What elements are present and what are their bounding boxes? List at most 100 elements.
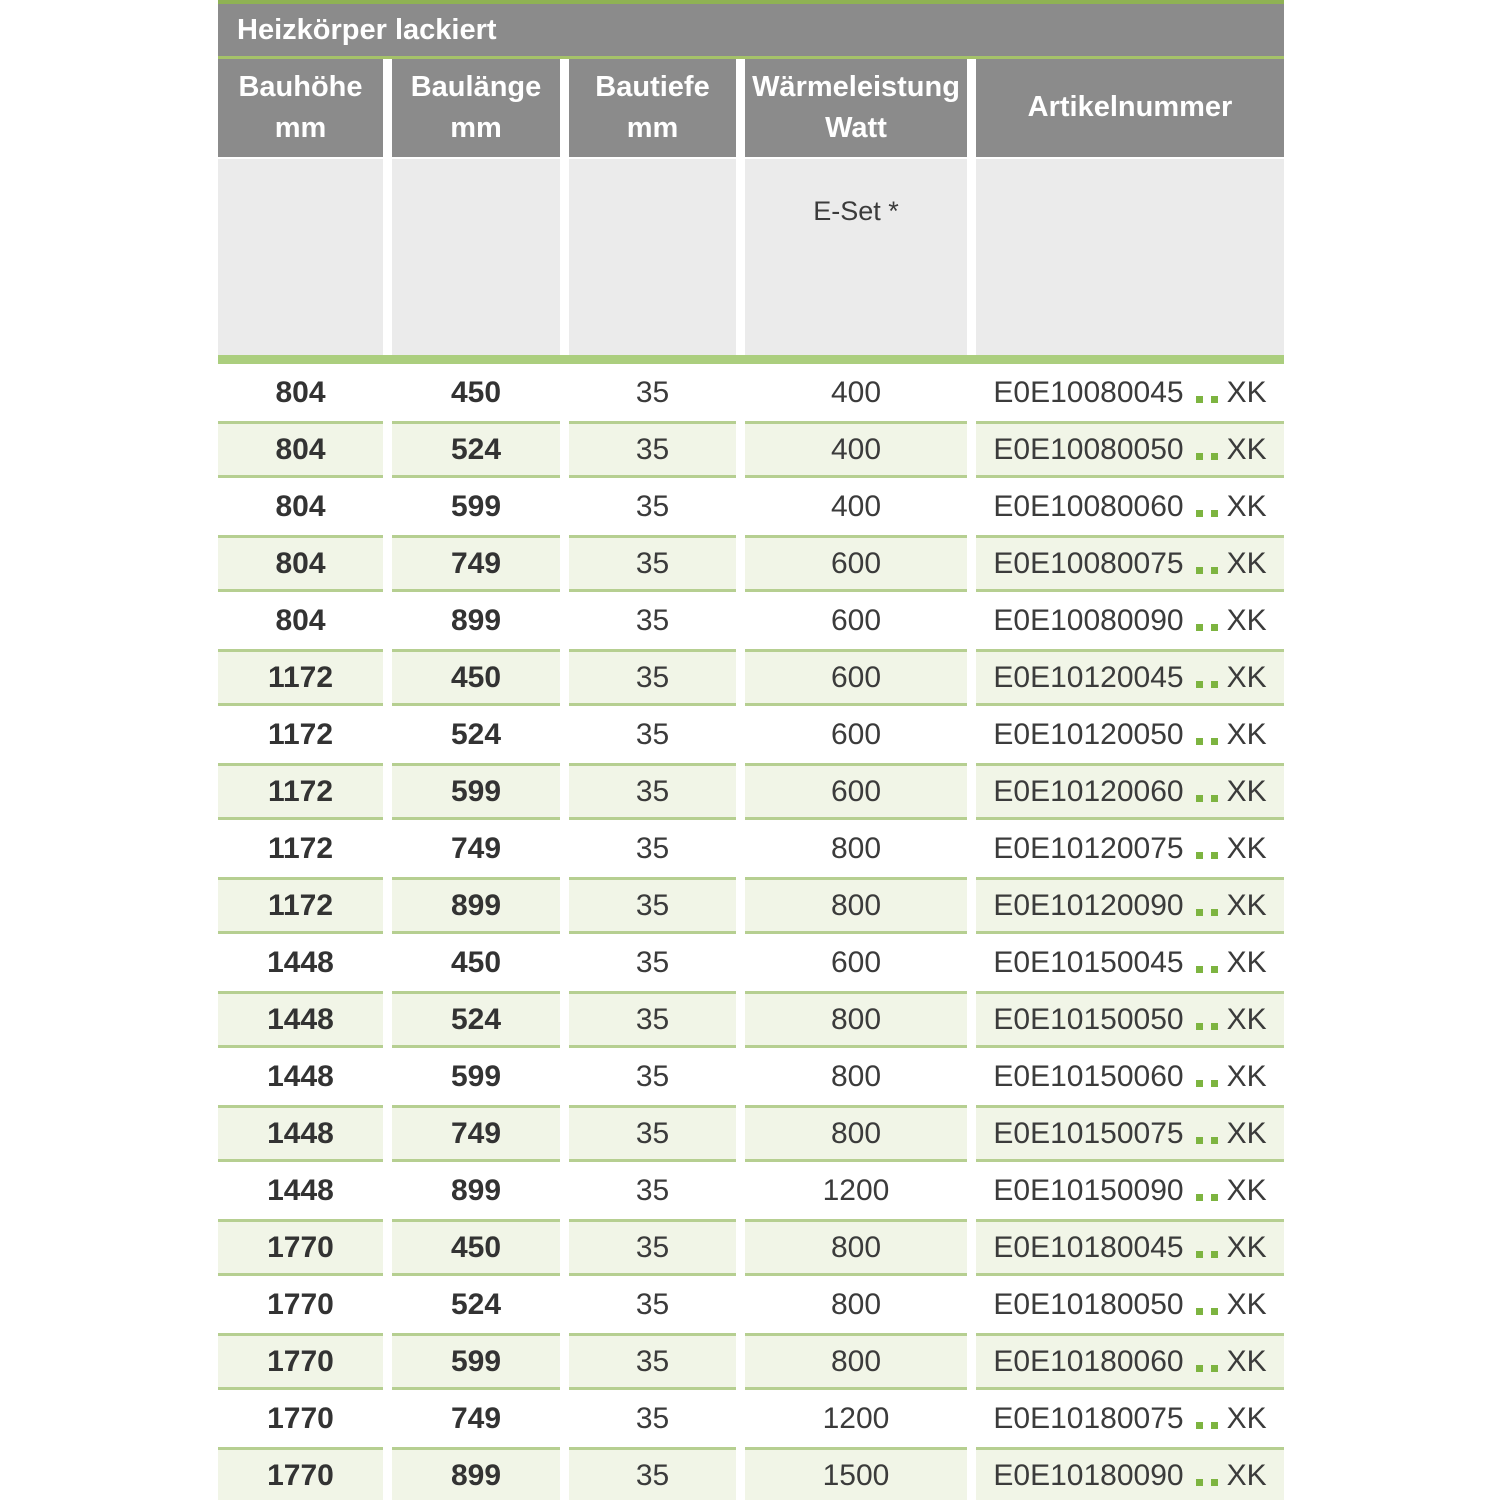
column-header-unit: mm xyxy=(450,112,502,144)
cell-waermeleistung: 800 xyxy=(745,1276,967,1333)
cell-bauhoehe: 1448 xyxy=(218,1048,383,1105)
table-row: 1448 450 35 600 E0E10150045 XK xyxy=(218,934,1284,991)
header-body-separator-bar xyxy=(218,355,1284,364)
cell-waermeleistung: 400 xyxy=(745,421,967,478)
cell-bauhoehe: 1172 xyxy=(218,706,383,763)
artikel-suffix: XK xyxy=(1226,1401,1267,1435)
placeholder-dot-icon xyxy=(1210,966,1218,973)
placeholder-dot-icon xyxy=(1210,795,1218,802)
cell-bautiefe: 35 xyxy=(569,1162,736,1219)
cell-bautiefe: 35 xyxy=(569,991,736,1048)
cell-artikelnummer: E0E10120090 XK xyxy=(976,877,1284,934)
cell-waermeleistung: 800 xyxy=(745,1333,967,1390)
cell-bautiefe: 35 xyxy=(569,763,736,820)
cell-bauhoehe: 1448 xyxy=(218,1162,383,1219)
column-header-label: Bautiefe xyxy=(595,70,710,103)
table-title: Heizkörper lackiert xyxy=(237,13,497,46)
artikel-suffix: XK xyxy=(1226,1002,1267,1036)
placeholder-dot-icon xyxy=(1210,567,1218,574)
cell-bauhoehe: 804 xyxy=(218,421,383,478)
cell-artikelnummer: E0E10120075 XK xyxy=(976,820,1284,877)
cell-baulaenge: 450 xyxy=(392,1219,560,1276)
artikel-prefix: E0E10120075 xyxy=(993,831,1184,865)
cell-artikelnummer: E0E10120045 XK xyxy=(976,649,1284,706)
table-row: 1770 899 35 1500 E0E10180090 XK xyxy=(218,1447,1284,1500)
cell-baulaenge: 599 xyxy=(392,763,560,820)
artikel-prefix: E0E10150090 xyxy=(993,1173,1184,1207)
cell-bautiefe: 35 xyxy=(569,1447,736,1500)
cell-bauhoehe: 1448 xyxy=(218,934,383,991)
table-row: 1448 899 35 1200 E0E10150090 XK xyxy=(218,1162,1284,1219)
artikel-prefix: E0E10180075 xyxy=(993,1401,1184,1435)
artikel-prefix: E0E10120050 xyxy=(993,717,1184,751)
placeholder-dot-icon xyxy=(1195,396,1203,403)
artikel-prefix: E0E10120060 xyxy=(993,774,1184,808)
artikel-suffix: XK xyxy=(1226,888,1267,922)
column-header-2: Baulänge mm xyxy=(392,59,560,157)
placeholder-dot-icon xyxy=(1210,1137,1218,1144)
table-row: 804 450 35 400 E0E10080045 XK xyxy=(218,364,1284,421)
artikel-prefix: E0E10180090 xyxy=(993,1458,1184,1492)
artikel-prefix: E0E10080050 xyxy=(993,432,1184,466)
cell-artikelnummer: E0E10150050 XK xyxy=(976,991,1284,1048)
artikel-prefix: E0E10080090 xyxy=(993,603,1184,637)
cell-artikelnummer: E0E10180060 XK xyxy=(976,1333,1284,1390)
table-row: 1770 524 35 800 E0E10180050 XK xyxy=(218,1276,1284,1333)
placeholder-dot-icon xyxy=(1210,1080,1218,1087)
column-header-label: Wärmeleistung xyxy=(752,70,960,103)
placeholder-dot-icon xyxy=(1210,738,1218,745)
table-top-border xyxy=(218,0,1284,4)
cell-bautiefe: 35 xyxy=(569,934,736,991)
cell-baulaenge: 524 xyxy=(392,421,560,478)
cell-bauhoehe: 1770 xyxy=(218,1276,383,1333)
placeholder-dot-icon xyxy=(1210,396,1218,403)
placeholder-dot-icon xyxy=(1210,1479,1218,1486)
cell-bauhoehe: 1770 xyxy=(218,1333,383,1390)
placeholder-dot-icon xyxy=(1210,681,1218,688)
cell-bautiefe: 35 xyxy=(569,1390,736,1447)
cell-waermeleistung: 600 xyxy=(745,592,967,649)
cell-waermeleistung: 600 xyxy=(745,934,967,991)
placeholder-dot-icon xyxy=(1195,1479,1203,1486)
subheader-cell-waermeleistung: E-Set * xyxy=(745,159,967,355)
placeholder-dot-icon xyxy=(1195,795,1203,802)
subheader-row: E-Set * xyxy=(218,159,1284,355)
placeholder-dot-icon xyxy=(1195,909,1203,916)
artikel-suffix: XK xyxy=(1226,489,1267,523)
cell-waermeleistung: 400 xyxy=(745,478,967,535)
cell-baulaenge: 749 xyxy=(392,1390,560,1447)
cell-waermeleistung: 600 xyxy=(745,706,967,763)
column-header-label: Baulänge xyxy=(410,70,542,103)
placeholder-dot-icon xyxy=(1210,453,1218,460)
column-header-unit: mm xyxy=(274,112,327,144)
artikel-suffix: XK xyxy=(1226,603,1267,637)
placeholder-dot-icon xyxy=(1195,1308,1203,1315)
cell-waermeleistung: 1200 xyxy=(745,1390,967,1447)
placeholder-dot-icon xyxy=(1210,1194,1218,1201)
cell-waermeleistung: 600 xyxy=(745,649,967,706)
cell-baulaenge: 749 xyxy=(392,820,560,877)
artikel-suffix: XK xyxy=(1226,432,1267,466)
placeholder-dot-icon xyxy=(1210,1251,1218,1258)
artikel-prefix: E0E10150075 xyxy=(993,1116,1184,1150)
table-row: 1172 524 35 600 E0E10120050 XK xyxy=(218,706,1284,763)
artikel-prefix: E0E10080060 xyxy=(993,489,1184,523)
table-row: 1172 599 35 600 E0E10120060 XK xyxy=(218,763,1284,820)
cell-baulaenge: 450 xyxy=(392,649,560,706)
placeholder-dot-icon xyxy=(1195,681,1203,688)
subheader-cell-artikelnummer xyxy=(976,159,1284,355)
artikel-suffix: XK xyxy=(1226,375,1267,409)
artikel-suffix: XK xyxy=(1226,1173,1267,1207)
cell-bautiefe: 35 xyxy=(569,421,736,478)
placeholder-dot-icon xyxy=(1210,1365,1218,1372)
cell-artikelnummer: E0E10150090 XK xyxy=(976,1162,1284,1219)
eset-label: E-Set * xyxy=(813,196,899,226)
cell-waermeleistung: 600 xyxy=(745,763,967,820)
cell-baulaenge: 524 xyxy=(392,991,560,1048)
artikel-suffix: XK xyxy=(1226,1344,1267,1378)
cell-waermeleistung: 800 xyxy=(745,991,967,1048)
cell-artikelnummer: E0E10150060 XK xyxy=(976,1048,1284,1105)
artikel-prefix: E0E10180060 xyxy=(993,1344,1184,1378)
table-row: 1172 899 35 800 E0E10120090 XK xyxy=(218,877,1284,934)
